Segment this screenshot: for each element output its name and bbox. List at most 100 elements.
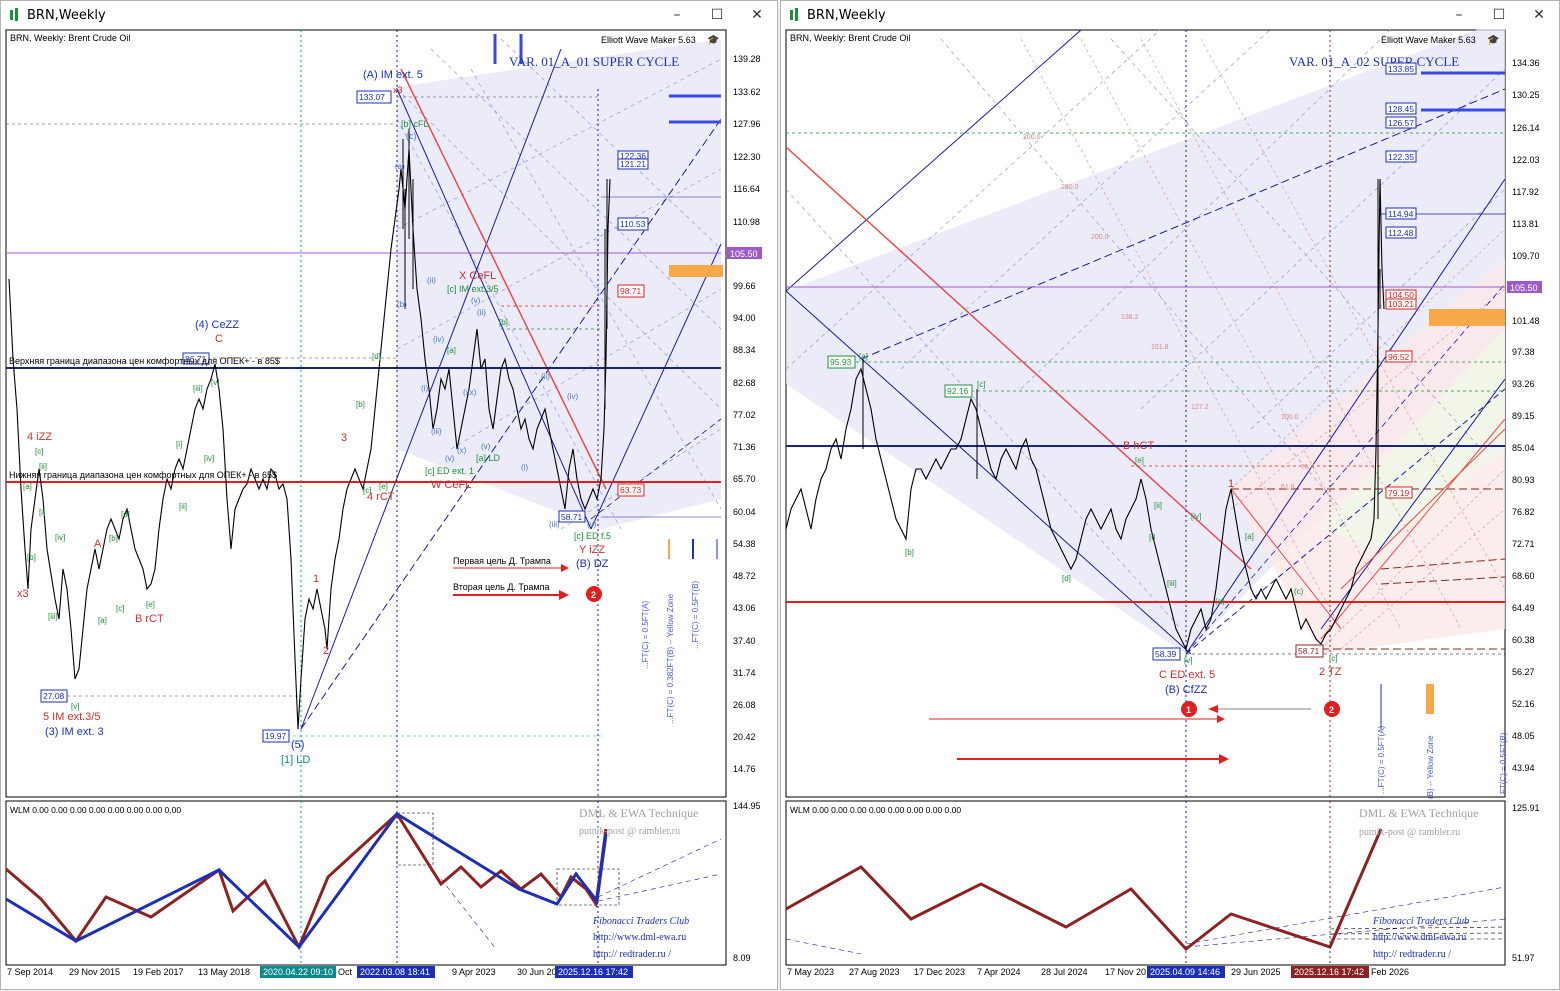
svg-text:(xx): (xx) <box>463 388 477 397</box>
svg-text:[ii]: [ii] <box>1154 501 1162 510</box>
grad-cap-icon[interactable]: 🎓 <box>1487 34 1499 46</box>
svg-text:[c]: [c] <box>363 486 371 495</box>
svg-text:68.60: 68.60 <box>1512 571 1535 581</box>
svg-text:(a): (a) <box>1215 597 1225 606</box>
svg-text:Feb 2026: Feb 2026 <box>1371 967 1409 977</box>
variant-title: VAR. 01_A_01 SUPER CYCLE <box>509 54 679 69</box>
svg-text:[ii]: [ii] <box>39 462 47 471</box>
wlm-subwindow[interactable] <box>785 800 1506 966</box>
main-chart-left[interactable]: 139.28 133.62 127.96 122.30 116.64 110.9… <box>1 29 779 991</box>
svg-text:54.38: 54.38 <box>733 539 756 549</box>
svg-text:71.36: 71.36 <box>733 442 756 452</box>
chart-app-icon <box>789 8 801 22</box>
window-titlebar[interactable]: BRN,Weekly – ☐ ✕ <box>1 1 777 29</box>
price-axis-right: 134.36 130.25 126.14 122.03 117.92 113.8… <box>1512 58 1540 773</box>
svg-text:(c): (c) <box>1294 587 1304 596</box>
indicator-name: Elliott Wave Maker 5.63 <box>601 35 696 45</box>
svg-text:(v): (v) <box>445 454 455 463</box>
svg-text:X CeFL: X CeFL <box>459 270 496 282</box>
svg-text:[i]: [i] <box>176 440 182 449</box>
svg-text:127.2: 127.2 <box>1191 404 1209 411</box>
svg-text:104.50: 104.50 <box>1388 290 1414 300</box>
watermark-email: putnik-post @ rambler.ru <box>579 826 680 837</box>
svg-text:72.71: 72.71 <box>1512 539 1535 549</box>
window-titlebar[interactable]: BRN,Weekly – ☐ ✕ <box>781 1 1559 29</box>
svg-text:(ii): (ii) <box>541 372 550 381</box>
fib-url-1[interactable]: http://www.dml-ewa.ru <box>1373 932 1466 943</box>
svg-text:4 iZZ: 4 iZZ <box>27 431 52 443</box>
chart-window-right[interactable]: BRN,Weekly – ☐ ✕ <box>780 0 1560 990</box>
svg-text:43.94: 43.94 <box>1512 763 1535 773</box>
svg-text:C: C <box>215 333 223 345</box>
maximize-button[interactable]: ☐ <box>710 7 724 23</box>
svg-text:100.0: 100.0 <box>1281 414 1299 421</box>
svg-text:[v]: [v] <box>1184 656 1192 665</box>
svg-text:(ii): (ii) <box>477 308 486 317</box>
svg-text:30 Jun 20: 30 Jun 20 <box>517 967 557 977</box>
svg-text:[iii]: [iii] <box>48 612 58 621</box>
yellow-zone-box <box>1429 309 1505 326</box>
close-button[interactable]: ✕ <box>751 7 763 23</box>
svg-text:161.8: 161.8 <box>1151 344 1169 351</box>
fib-url-2[interactable]: http:// redtrader.ru / <box>593 949 671 960</box>
svg-text:[c] IM ext.3/5: [c] IM ext.3/5 <box>447 284 499 294</box>
fib-url-2[interactable]: http:// redtrader.ru / <box>1373 949 1451 960</box>
svg-text:20.42: 20.42 <box>733 732 756 742</box>
close-button[interactable]: ✕ <box>1533 7 1545 23</box>
svg-text:(a): (a) <box>395 162 405 171</box>
svg-text:117.92: 117.92 <box>1512 187 1539 197</box>
svg-text:[v]: [v] <box>211 378 219 387</box>
svg-text:95.93: 95.93 <box>830 357 852 367</box>
svg-text:122.35: 122.35 <box>1388 152 1414 162</box>
chart-app-icon <box>9 8 21 22</box>
svg-text:[c]: [c] <box>977 380 985 389</box>
svg-text:(B) DZ: (B) DZ <box>576 558 609 570</box>
main-chart-right[interactable]: 134.36 130.25 126.14 122.03 117.92 113.8… <box>781 29 1560 991</box>
indicator-name: Elliott Wave Maker 5.63 <box>1381 35 1476 45</box>
svg-text:[b] cFL: [b] cFL <box>401 119 429 129</box>
svg-text:7 Sep 2014: 7 Sep 2014 <box>7 967 53 977</box>
svg-text:7 May 2023: 7 May 2023 <box>787 967 834 977</box>
svg-text:2 TZ: 2 TZ <box>1319 666 1342 678</box>
svg-text:133.07: 133.07 <box>359 92 385 102</box>
svg-text:[i]: [i] <box>39 508 45 517</box>
svg-text:58.71: 58.71 <box>561 512 583 522</box>
grad-cap-icon[interactable]: 🎓 <box>707 34 719 46</box>
svg-text:[i]: [i] <box>1149 533 1155 542</box>
svg-text:17 Nov 20: 17 Nov 20 <box>1105 967 1146 977</box>
opec-lower-label: Нижняя граница диапазона цен комфортных … <box>9 470 277 480</box>
svg-text:(ii): (ii) <box>427 276 436 285</box>
fib-url-1[interactable]: http://www.dml-ewa.ru <box>593 932 686 943</box>
svg-text:(c): (c) <box>406 131 417 141</box>
wlm-subwindow[interactable] <box>5 800 727 966</box>
minimize-button[interactable]: – <box>1455 7 1463 23</box>
svg-text:2: 2 <box>1329 705 1334 715</box>
svg-text:200.0: 200.0 <box>1091 234 1109 241</box>
svg-text:80.93: 80.93 <box>1512 475 1535 485</box>
fib-club-label: Fibonacci Traders Club <box>1372 916 1469 927</box>
svg-text:37.40: 37.40 <box>733 636 756 646</box>
svg-text:[a]: [a] <box>98 616 107 625</box>
svg-text:99.66: 99.66 <box>733 281 756 291</box>
svg-text:58.39: 58.39 <box>1155 649 1177 659</box>
maximize-button[interactable]: ☐ <box>1492 7 1506 23</box>
svg-text:2025.04.09 14:46: 2025.04.09 14:46 <box>1150 967 1220 977</box>
svg-text:103.21: 103.21 <box>1388 299 1414 309</box>
svg-text:113.81: 113.81 <box>1512 219 1539 229</box>
subwave-markers-right: [a] [b] [c] [d] [e] [ii] [i] [iv] [iii] [v]… <box>859 352 1337 665</box>
chart-window-left[interactable]: BRN,Weekly – ☐ ✕ <box>0 0 778 990</box>
svg-text:(4) CeZZ: (4) CeZZ <box>195 319 239 331</box>
current-price-tag <box>727 247 762 259</box>
current-price-label: 105.50 <box>730 249 758 259</box>
svg-text:[c] ED ext. 1: [c] ED ext. 1 <box>425 466 474 476</box>
svg-text:58.71: 58.71 <box>1298 646 1320 656</box>
svg-text:61.8: 61.8 <box>1281 484 1295 491</box>
svg-text:110.53: 110.53 <box>620 219 646 229</box>
minimize-button[interactable]: – <box>673 7 681 23</box>
svg-text:121.21: 121.21 <box>620 159 646 169</box>
svg-text:128.45: 128.45 <box>1388 104 1414 114</box>
current-price-label: 105.50 <box>1510 283 1538 293</box>
svg-text:[e]: [e] <box>379 482 388 491</box>
svg-text:89.15: 89.15 <box>1512 411 1535 421</box>
ft-vertical-label-3: FT(C) = 0.5FT(B) <box>1499 732 1508 794</box>
